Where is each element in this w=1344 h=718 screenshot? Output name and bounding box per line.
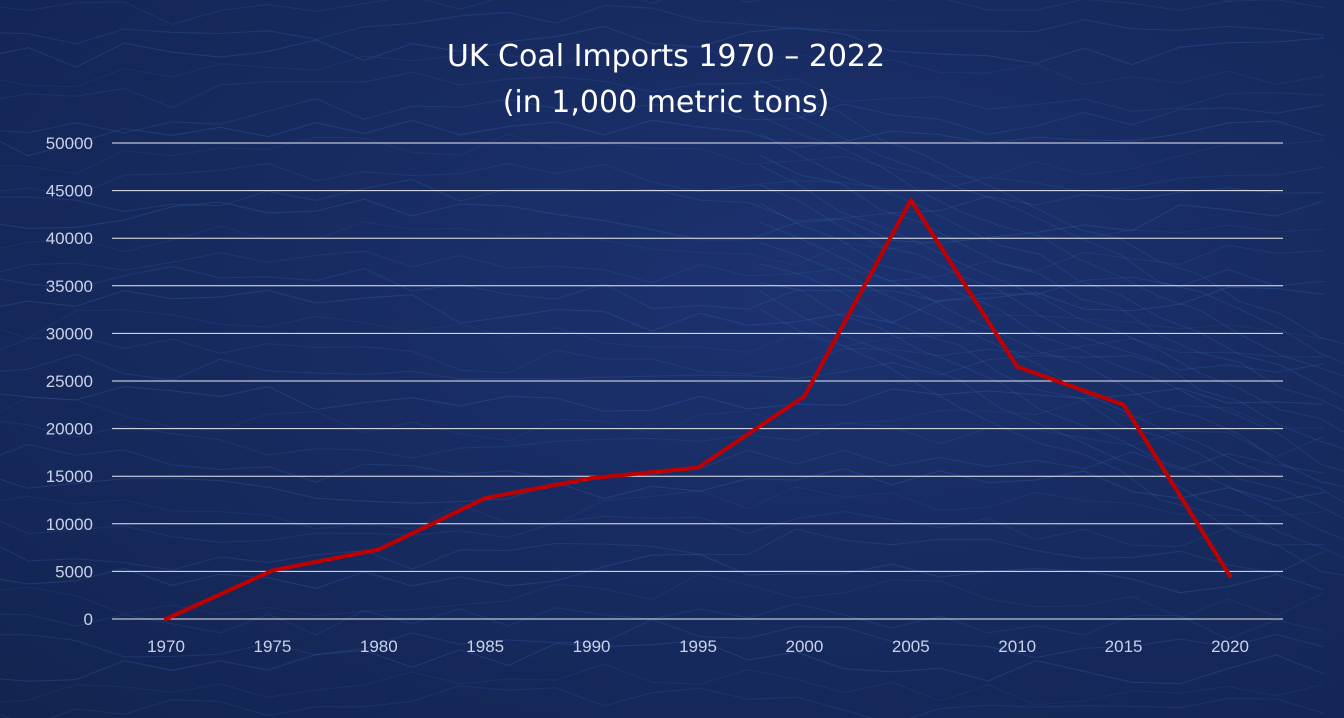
background-contour-line [0, 685, 1325, 718]
background-contour-line [0, 663, 1325, 706]
background-contour-line [759, 202, 1344, 472]
y-tick-label: 0 [84, 610, 93, 629]
x-tick-label: 2005 [892, 637, 930, 656]
background-contour-line [0, 486, 1325, 530]
background-contour-line [0, 4, 1325, 45]
background-contour-line [0, 244, 1325, 284]
background-contour-line [0, 572, 1325, 619]
x-tick-label: 1985 [466, 637, 504, 656]
series-line [164, 198, 1232, 621]
background-contour-line [0, 443, 1325, 483]
background-contour-line [0, 119, 1325, 157]
background-contour-line [0, 511, 1325, 547]
background-contour-line [759, 154, 1344, 412]
y-tick-label: 20000 [46, 420, 93, 439]
background-contour-line [0, 265, 1325, 310]
background-contour-line [759, 242, 1344, 503]
chart-subtitle: (in 1,000 metric tons) [503, 85, 830, 120]
y-axis-ticks: 0 5000 10000 15000 20000 25000 30000 35000 40000… [46, 134, 93, 629]
data-point [164, 617, 168, 621]
data-point [1121, 402, 1126, 407]
background-contour-line [0, 98, 1325, 135]
y-tick-label: 15000 [46, 467, 93, 486]
background-contour-line [0, 468, 1325, 504]
data-point [908, 198, 913, 203]
x-tick-label: 2020 [1211, 637, 1249, 656]
background-contour-line [0, 353, 1325, 381]
background-contour-line [0, 178, 1325, 222]
background-contour-line [0, 286, 1325, 332]
y-tick-label: 10000 [46, 515, 93, 534]
data-point [1015, 364, 1020, 369]
x-tick-label: 2000 [785, 637, 823, 656]
background-contour-line [0, 0, 1325, 25]
background-contour-line [0, 25, 1325, 68]
data-point [589, 476, 594, 481]
data-point [1228, 574, 1232, 579]
data-point [270, 568, 275, 573]
background-contour-line [759, 221, 1344, 488]
series-group [164, 198, 1232, 621]
background-contour-line [759, 282, 1344, 540]
chart-title: UK Coal Imports 1970 – 2022 [447, 39, 885, 74]
y-tick-label: 30000 [46, 324, 93, 343]
data-point [802, 394, 807, 399]
background-contour-line [0, 640, 1325, 685]
x-tick-label: 1990 [573, 637, 611, 656]
background-contour-line [0, 553, 1325, 594]
background-contour-line [0, 46, 1325, 88]
background-contour-line [759, 164, 1344, 433]
x-tick-label: 1975 [253, 637, 291, 656]
background-contour-line [759, 133, 1344, 399]
x-tick-label: 2010 [998, 637, 1036, 656]
data-point [376, 547, 381, 552]
background-contour-line [759, 99, 1344, 364]
x-tick-label: 1980 [360, 637, 398, 656]
y-tick-label: 50000 [46, 134, 93, 153]
background-contour-line [759, 263, 1344, 520]
x-axis-ticks: 1970 1975 1980 1985 1990 1995 2000 2005 2010 2015… [147, 637, 1249, 656]
background-contour-line [0, 335, 1325, 375]
background-contour-line [0, 420, 1325, 459]
x-tick-label: 2015 [1105, 637, 1143, 656]
background-contour-line [0, 133, 1325, 179]
background-contour-line [759, 290, 1344, 558]
y-tick-label: 35000 [46, 277, 93, 296]
y-tick-label: 45000 [46, 182, 93, 201]
data-point [696, 465, 700, 470]
background-contour-line [759, 184, 1344, 450]
x-tick-label: 1995 [679, 637, 717, 656]
x-tick-label: 1970 [147, 637, 185, 656]
background-contour-line [0, 309, 1325, 353]
gridlines [112, 142, 1283, 620]
background-contour-line [759, 115, 1344, 377]
background-contour-line [0, 221, 1325, 267]
data-point [483, 496, 488, 501]
y-tick-label: 25000 [46, 372, 93, 391]
y-tick-label: 40000 [46, 229, 93, 248]
background-contour-line [0, 198, 1325, 244]
y-tick-label: 5000 [55, 562, 93, 581]
background-contour-line [0, 528, 1325, 574]
background-contour-line [759, 79, 1344, 345]
background-contour-line [0, 71, 1325, 112]
background-contour-line [759, 308, 1344, 576]
